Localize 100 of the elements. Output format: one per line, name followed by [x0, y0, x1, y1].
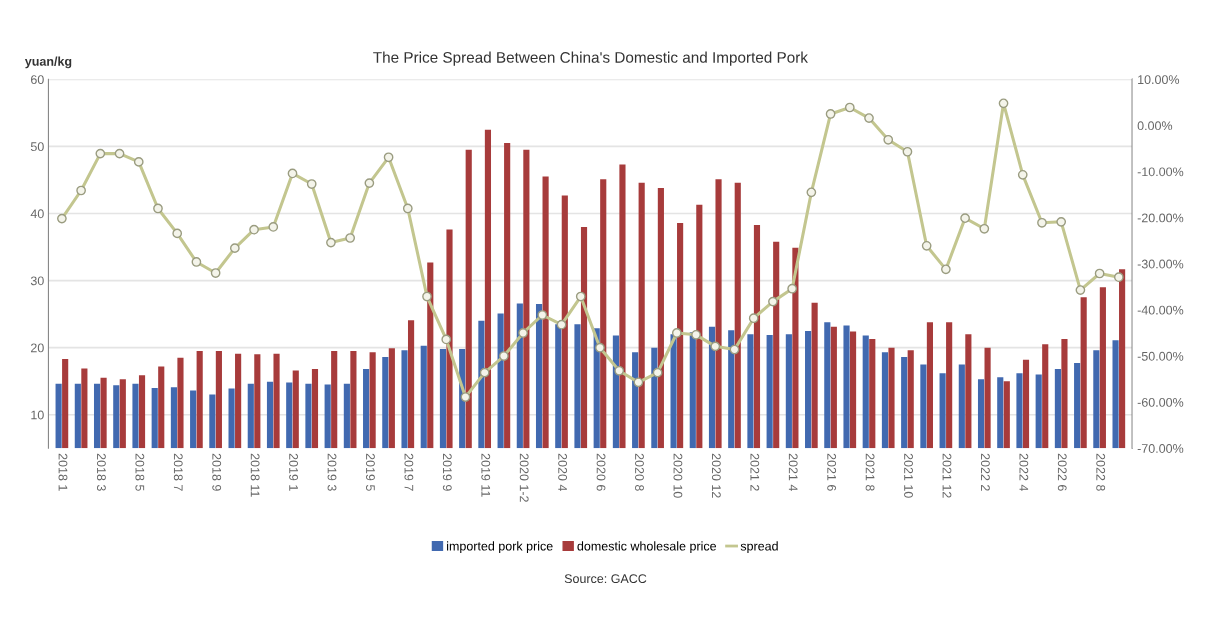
point: [1113, 272, 1124, 283]
point: [614, 365, 625, 376]
point: [556, 319, 567, 330]
x-tick-label: 2020 6: [596, 453, 606, 491]
x-tick-label: 2020 10: [673, 453, 683, 498]
point: [306, 179, 317, 189]
x-tick-label: 2020 1-2: [519, 453, 529, 502]
point: [1056, 216, 1067, 227]
x-tick-label: 2020 8: [635, 453, 644, 491]
point: [748, 313, 759, 324]
point: [383, 152, 394, 163]
point: [941, 264, 951, 275]
point: [864, 113, 874, 123]
point: [76, 185, 86, 196]
point: [729, 344, 740, 355]
y-tick-label: 50: [30, 142, 44, 152]
y-tick-label: 40: [30, 209, 44, 219]
x-tick-label: 2022 4: [1019, 453, 1029, 491]
x-tick-label: 2018 9: [212, 453, 222, 491]
point: [575, 291, 586, 302]
point: [710, 341, 721, 352]
x-tick-label: 2021 12: [942, 453, 952, 498]
y-tick-label: 30: [30, 276, 44, 286]
y2-tick-label: -20.00%: [1137, 213, 1184, 223]
x-tick-label: 2022 2: [980, 453, 990, 491]
point: [844, 102, 855, 113]
x-tick-label: 2019 7: [404, 453, 414, 491]
y2-tick-label: -50.00%: [1137, 351, 1184, 361]
y2-tick-label: -60.00%: [1137, 397, 1184, 407]
point: [671, 328, 682, 338]
x-tick-label: 2021 10: [904, 453, 913, 498]
x-tick-label: 2021 6: [827, 453, 837, 491]
point: [153, 203, 163, 214]
y-tick-label: 60: [31, 75, 44, 85]
point: [1094, 268, 1105, 279]
x-tick-label: 2019 3: [327, 453, 337, 491]
point: [960, 213, 970, 224]
point: [825, 109, 836, 119]
point: [460, 392, 471, 402]
point: [364, 178, 375, 188]
legend-label: imported pork price: [447, 541, 553, 553]
point: [422, 291, 432, 302]
legend-label: domestic wholesale price: [577, 541, 717, 553]
point: [902, 146, 913, 157]
x-tick-label: 2019 1: [289, 453, 298, 491]
point: [191, 257, 202, 267]
point: [537, 310, 548, 320]
point: [268, 222, 279, 232]
legend-label: spread: [740, 541, 778, 553]
x-tick-label: 2020 12: [711, 453, 721, 498]
point: [1075, 285, 1086, 295]
point: [249, 224, 259, 235]
point: [806, 187, 817, 198]
point: [998, 98, 1009, 109]
point: [229, 243, 240, 253]
y2-tick-label: -40.00%: [1137, 305, 1184, 315]
y2-tick-label: -70.00%: [1137, 444, 1184, 453]
point: [114, 148, 125, 159]
y-tick-label: 20: [31, 343, 44, 353]
point: [883, 134, 894, 145]
point: [479, 367, 490, 378]
point: [57, 213, 67, 224]
point: [518, 328, 528, 338]
point: [921, 240, 932, 251]
x-tick-label: 2019 5: [366, 453, 375, 491]
x-tick-label: 2018 3: [96, 453, 106, 491]
point: [441, 334, 452, 345]
x-tick-label: 2021 8: [865, 453, 875, 491]
y2-tick-label: 0.00%: [1137, 121, 1173, 131]
point: [1037, 217, 1047, 228]
x-tick-label: 2018 1: [58, 453, 68, 491]
x-tick-label: 2018 5: [135, 453, 145, 491]
point: [979, 223, 990, 234]
point: [345, 233, 356, 243]
x-tick-label: 2021 2: [750, 453, 760, 491]
point: [1017, 169, 1028, 180]
point: [95, 148, 106, 159]
x-tick-label: 2018 11: [250, 453, 260, 497]
point: [595, 342, 605, 353]
point: [287, 168, 298, 179]
y-axis-title: yuan/kg: [24, 56, 72, 69]
y-tick-label: 10: [31, 410, 44, 420]
point: [787, 283, 798, 294]
y2-tick-label: -10.00%: [1137, 167, 1184, 177]
chart-title: The Price Spread Between China's Domestic and Imported Pork: [373, 51, 808, 66]
x-tick-label: 2019 9: [442, 453, 452, 491]
y2-tick-label: -30.00%: [1137, 259, 1184, 269]
x-tick-label: 2020 4: [558, 453, 568, 491]
x-tick-label: 2022 6: [1057, 453, 1067, 491]
point: [691, 329, 701, 340]
x-tick-label: 2022 8: [1096, 453, 1106, 491]
point: [133, 157, 144, 167]
x-tick-label: 2018 7: [173, 453, 183, 491]
point: [652, 367, 663, 378]
source-note: Source: GACC: [564, 574, 647, 584]
point: [402, 203, 413, 214]
point: [326, 237, 336, 248]
point: [768, 296, 778, 307]
x-tick-label: 2019 11: [481, 453, 491, 497]
point: [499, 351, 509, 361]
